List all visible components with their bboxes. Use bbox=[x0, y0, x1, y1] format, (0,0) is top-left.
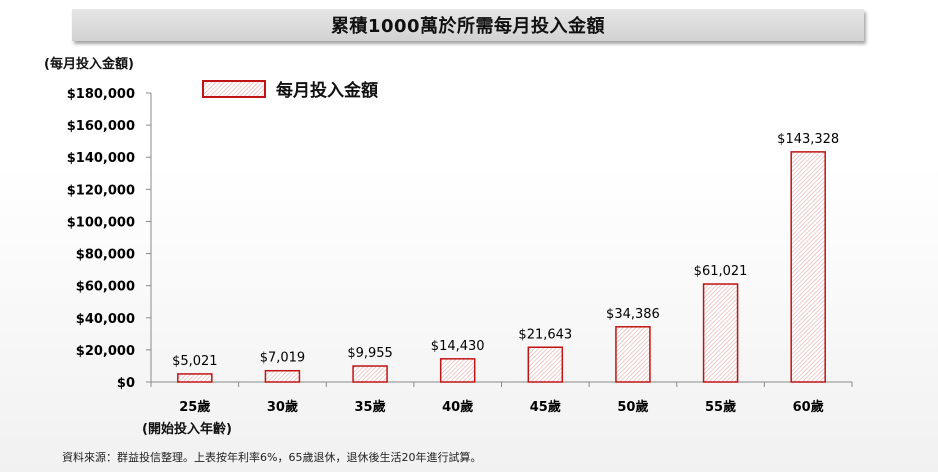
y-tick-label: $60,000 bbox=[76, 280, 135, 295]
y-tick-label: $140,000 bbox=[67, 151, 135, 166]
bar bbox=[264, 369, 301, 383]
chart-title: 累積1000萬於所需每月投入金額 bbox=[72, 9, 864, 41]
y-tick-label: $180,000 bbox=[67, 87, 135, 102]
bar bbox=[615, 326, 651, 383]
bar bbox=[527, 346, 564, 383]
legend: 每月投入金額 bbox=[202, 76, 378, 101]
x-axis-label: (開始投入年齡) bbox=[142, 422, 232, 437]
x-tick-label: 35歲 bbox=[355, 399, 386, 415]
legend-swatch bbox=[202, 79, 266, 98]
y-tick-label: $80,000 bbox=[76, 248, 135, 263]
bar bbox=[177, 373, 213, 383]
x-tick-label: 40歲 bbox=[442, 399, 473, 415]
bar bbox=[702, 283, 739, 383]
bar-value-label: $7,019 bbox=[260, 351, 306, 366]
bar-value-label: $9,955 bbox=[347, 346, 393, 361]
y-tick-label: $0 bbox=[117, 376, 135, 391]
x-tick-label: 30歲 bbox=[267, 399, 298, 415]
bar-value-label: $21,643 bbox=[518, 327, 572, 342]
y-tick-label: $120,000 bbox=[67, 183, 135, 198]
bar-value-label: $143,328 bbox=[777, 132, 839, 147]
y-axis-label: (每月投入金額) bbox=[44, 57, 134, 72]
bar-value-label: $5,021 bbox=[172, 354, 218, 369]
footnote: 資料來源：群益投信整理。上表按年利率6%，65歲退休，退休後生活20年進行試算。 bbox=[62, 451, 482, 464]
y-tick-label: $40,000 bbox=[76, 312, 135, 327]
x-tick-label: 45歲 bbox=[530, 399, 561, 415]
bar bbox=[790, 151, 826, 383]
bar-value-label: $14,430 bbox=[431, 339, 485, 354]
y-tick-label: $100,000 bbox=[67, 215, 135, 230]
y-tick-label: $20,000 bbox=[76, 344, 135, 359]
x-tick-label: 50歲 bbox=[617, 399, 648, 415]
bar-value-label: $34,386 bbox=[606, 307, 660, 322]
bar bbox=[439, 358, 476, 383]
legend-label: 每月投入金額 bbox=[276, 81, 378, 101]
x-tick-label: 60歲 bbox=[793, 399, 824, 415]
x-tick-label: 25歲 bbox=[179, 399, 210, 415]
x-tick-label: 55歲 bbox=[705, 399, 736, 415]
y-tick-label: $160,000 bbox=[67, 119, 135, 134]
bar bbox=[352, 365, 388, 383]
bar-value-label: $61,021 bbox=[694, 264, 748, 279]
